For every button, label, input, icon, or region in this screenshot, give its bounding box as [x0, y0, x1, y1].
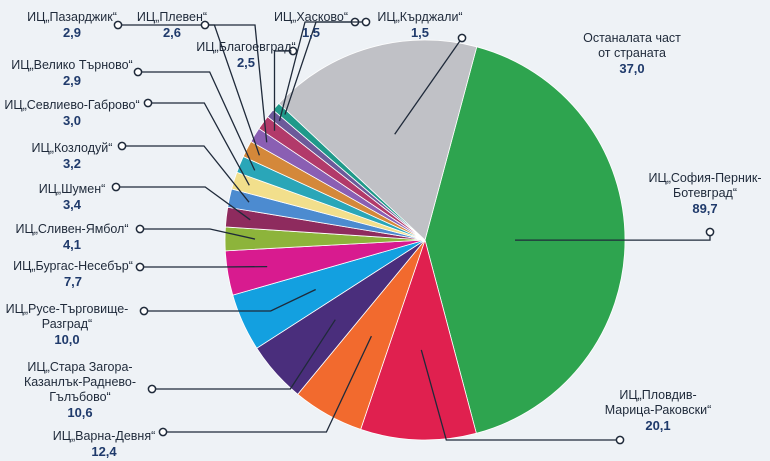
slice-value: 3,2 [63, 156, 81, 171]
leader-line [284, 21, 366, 115]
slice-label: ИЦ„Стара Загора-Казанлък-Раднево-Гълъбов… [24, 360, 136, 420]
slice-name: ИЦ„Благоевград“ [196, 40, 295, 54]
slice-value: 12,4 [91, 444, 117, 459]
slice-name: Марица-Раковски“ [605, 403, 712, 417]
leader-line [152, 319, 336, 390]
leader-line [420, 349, 620, 441]
leader-line [273, 50, 293, 131]
slice-label: ИЦ„Бургас-Несебър“7,7 [13, 259, 133, 289]
leader-dot [135, 224, 145, 234]
leader-dot [147, 384, 157, 394]
slice-value: 2,9 [63, 73, 81, 88]
leader-line [163, 335, 372, 433]
slice-label: ИЦ„Севлиево-Габрово“3,0 [4, 98, 139, 128]
slice-label: ИЦ„Велико Търново“2,9 [11, 58, 132, 88]
slice-name: ИЦ„София-Перник- [649, 171, 762, 185]
leader-line [116, 186, 251, 221]
slice-name: ИЦ„Сливен-Ямбол“ [16, 222, 129, 236]
leader-dot [615, 435, 625, 445]
leader-dot [361, 17, 371, 27]
slice-label: ИЦ„Хасково“1,5 [274, 10, 348, 40]
slice-value: 10,0 [54, 332, 79, 347]
slice-name: ИЦ„Стара Загора- [27, 360, 132, 374]
slice-value: 4,1 [63, 237, 81, 252]
pie-slice [360, 238, 477, 441]
leader-dot [139, 306, 149, 316]
leader-dot [135, 262, 145, 272]
leader-dot [200, 20, 210, 30]
leader-dot [117, 141, 127, 151]
slice-value: 1,5 [411, 25, 429, 40]
slice-name: ИЦ„Варна-Девня“ [53, 429, 156, 443]
slice-value: 2,5 [237, 55, 255, 70]
slice-name: ИЦ„Шумен“ [39, 182, 106, 196]
slice-label: ИЦ„Пловдив-Марица-Раковски“20,1 [605, 388, 712, 433]
slice-label: ИЦ„Шумен“3,4 [39, 182, 106, 212]
leader-dot [113, 20, 123, 30]
slice-name: ИЦ„Хасково“ [274, 10, 348, 24]
slice-name: Ботевград“ [673, 186, 737, 200]
slice-name: Разград“ [42, 317, 92, 331]
slice-name: от страната [598, 46, 666, 60]
slice-value: 2,6 [163, 25, 181, 40]
slice-name: ИЦ„Пазарджик“ [27, 10, 117, 24]
leader-line [144, 288, 316, 312]
slice-name: ИЦ„Плевен“ [137, 10, 207, 24]
slice-name: ИЦ„Пловдив- [619, 388, 696, 402]
slice-value: 3,4 [63, 197, 82, 212]
pie-slices [224, 39, 626, 441]
leader-dot [133, 67, 143, 77]
slice-name: ИЦ„Русе-Търговище- [6, 302, 129, 316]
slice-name: ИЦ„Велико Търново“ [11, 58, 132, 72]
slice-value: 37,0 [619, 61, 644, 76]
slice-value: 3,0 [63, 113, 81, 128]
slice-label: ИЦ„Благоевград“2,5 [196, 40, 295, 70]
leader-line [394, 37, 463, 135]
slice-name: Казанлък-Раднево- [24, 375, 136, 389]
slice-name: ИЦ„Козлодуй“ [32, 141, 113, 155]
leader-lines [111, 17, 715, 445]
leader-dot [158, 427, 168, 437]
slice-value: 1,5 [302, 25, 320, 40]
leader-dot [457, 33, 467, 43]
slice-labels: ИЦ„София-Перник-Ботевград“89,7 ИЦ„Пловдив… [4, 10, 761, 459]
slice-label: ИЦ„Кърджали“1,5 [377, 10, 462, 40]
slice-label: ИЦ„Плевен“2,6 [137, 10, 207, 40]
slice-name: Гълъбово“ [49, 390, 110, 404]
slice-label: ИЦ„Русе-Търговище-Разград“10,0 [6, 302, 129, 347]
slice-label: ИЦ„Варна-Девня“12,4 [53, 429, 156, 459]
leader-dot [705, 227, 715, 237]
slice-label: ИЦ„София-Перник-Ботевград“89,7 [649, 171, 762, 216]
leader-line [205, 24, 268, 143]
leader-line [138, 71, 256, 171]
slice-name: ИЦ„Кърджали“ [377, 10, 462, 24]
slice-label: ИЦ„Сливен-Ямбол“4,1 [16, 222, 129, 252]
slice-value: 10,6 [67, 405, 92, 420]
slice-value: 7,7 [64, 274, 82, 289]
leader-dot [143, 98, 153, 108]
slice-value: 2,9 [63, 25, 81, 40]
slice-label: ИЦ„Пазарджик“2,9 [27, 10, 117, 40]
leader-line [122, 145, 250, 203]
slice-name: ИЦ„Бургас-Несебър“ [13, 259, 133, 273]
leader-line [140, 228, 256, 240]
leader-dot [288, 46, 298, 56]
slice-name: Останалата част [583, 31, 681, 45]
leader-line [148, 102, 250, 186]
slice-value: 89,7 [692, 201, 717, 216]
slice-name: ИЦ„Севлиево-Габрово“ [4, 98, 139, 112]
slice-value: 20,1 [645, 418, 670, 433]
slice-label: ИЦ„Козлодуй“3,2 [32, 141, 113, 171]
leader-dot [111, 182, 121, 192]
